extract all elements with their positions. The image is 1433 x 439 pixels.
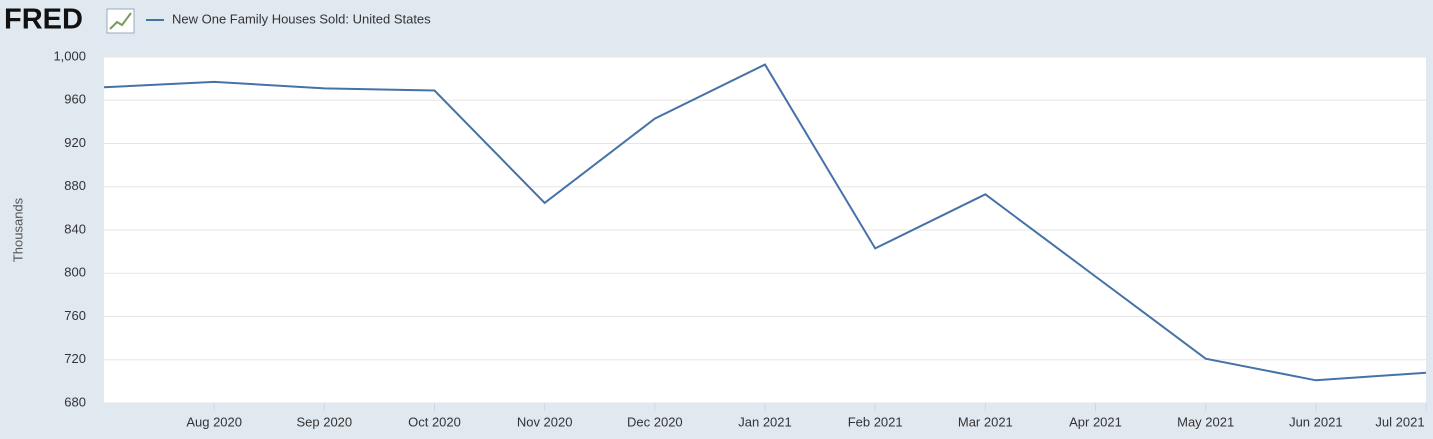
y-tick-label: 720 bbox=[64, 351, 86, 366]
x-tick-label: May 2021 bbox=[1177, 414, 1234, 429]
y-tick-label: 920 bbox=[64, 135, 86, 150]
x-tick-label: Sep 2020 bbox=[296, 414, 352, 429]
series-line bbox=[103, 63, 1427, 382]
x-tick-label: Jul 2021 bbox=[1375, 414, 1424, 429]
x-tick-label: Apr 2021 bbox=[1069, 414, 1122, 429]
x-tick-label: Aug 2020 bbox=[186, 414, 242, 429]
y-tick-label: 1,000 bbox=[53, 48, 86, 63]
y-tick-label: 680 bbox=[64, 394, 86, 409]
logo[interactable]: FRED bbox=[4, 4, 83, 36]
y-tick-label: 840 bbox=[64, 221, 86, 236]
x-tick-label: Jun 2021 bbox=[1289, 414, 1343, 429]
x-tick-label: Feb 2021 bbox=[848, 414, 903, 429]
legend-label: New One Family Houses Sold: United State… bbox=[172, 11, 431, 26]
x-tick-label: Oct 2020 bbox=[408, 414, 461, 429]
x-tick-label: Nov 2020 bbox=[517, 414, 573, 429]
y-axis-label: Thousands bbox=[10, 197, 25, 262]
y-tick-label: 800 bbox=[64, 265, 86, 280]
y-tick-label: 960 bbox=[64, 92, 86, 107]
y-tick-label: 760 bbox=[64, 308, 86, 323]
x-tick-label: Jan 2021 bbox=[738, 414, 792, 429]
logo-icon bbox=[106, 8, 135, 34]
y-tick-label: 880 bbox=[64, 178, 86, 193]
x-tick-label: Dec 2020 bbox=[627, 414, 683, 429]
x-tick-label: Mar 2021 bbox=[958, 414, 1013, 429]
